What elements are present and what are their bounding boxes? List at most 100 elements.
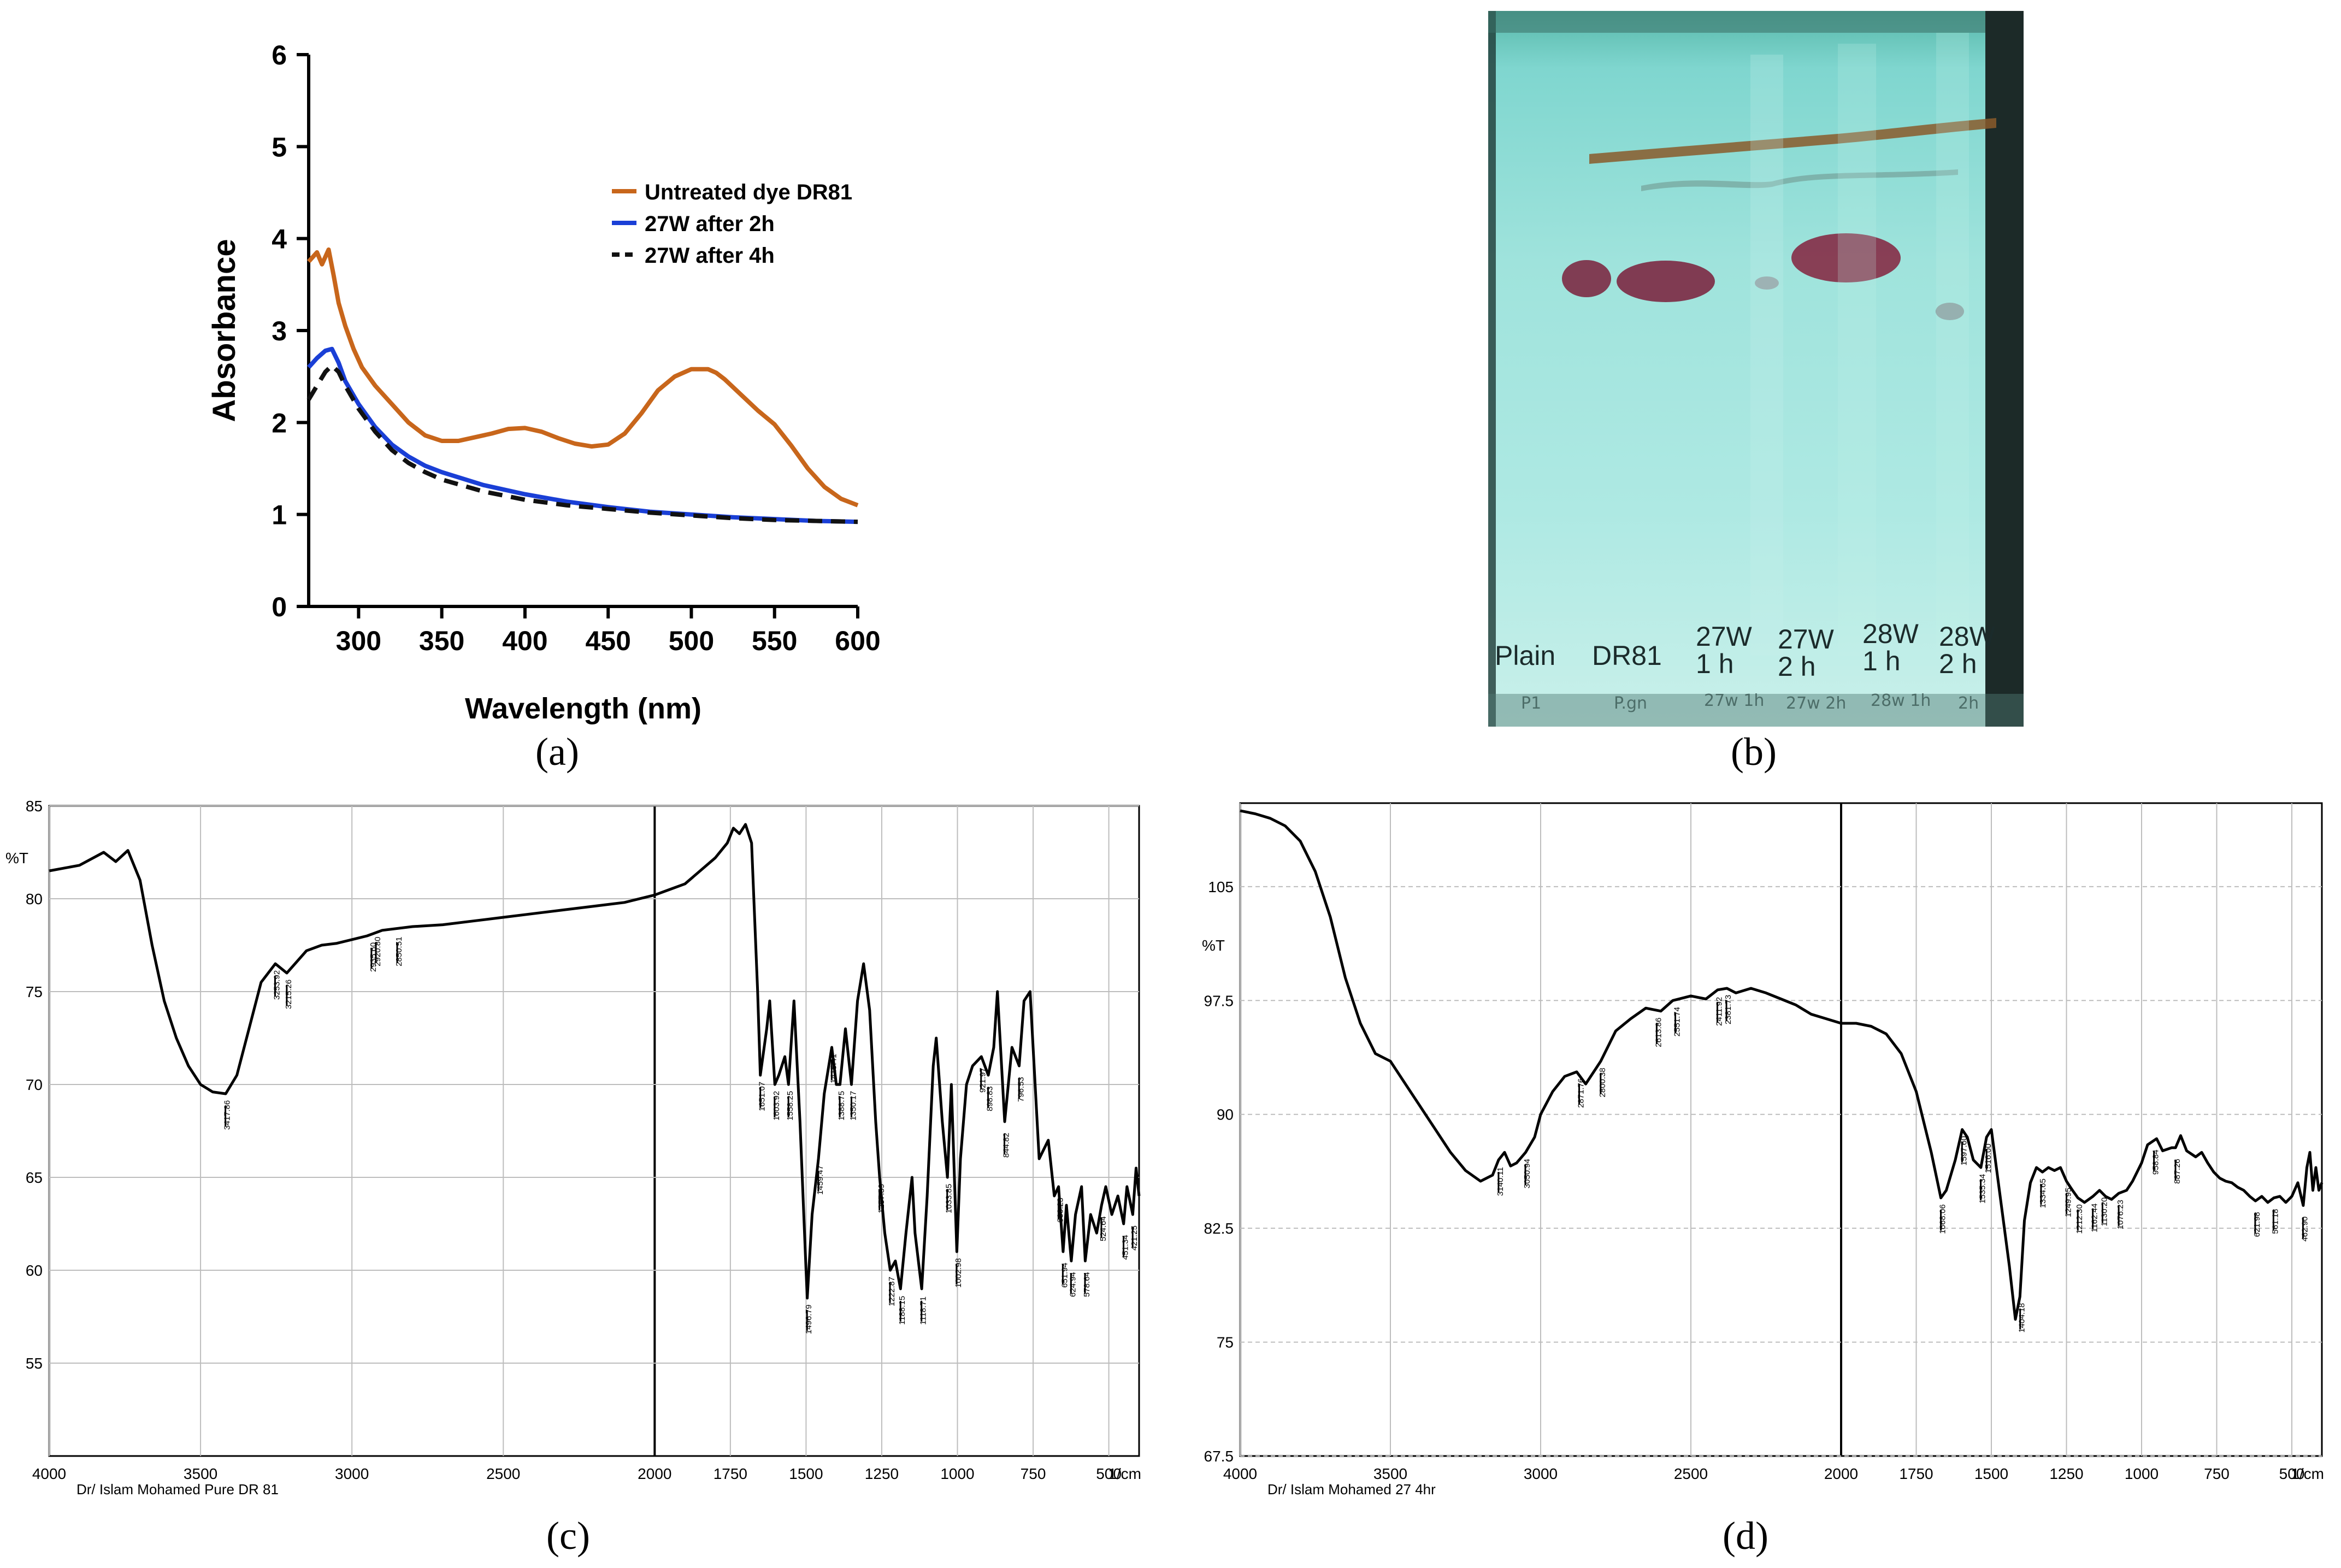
peak-label: 1603.92: [772, 1091, 781, 1121]
y-tick-label: 75: [26, 983, 43, 1000]
peak-label: 898.83: [986, 1086, 995, 1111]
uv-vis-chart: 0 1 2 3 4 5 6 300 350 400 450 500 550 600 Wavelength (…: [207, 40, 881, 725]
tlc-spot-plain: [1562, 260, 1611, 297]
panel-a: 0 1 2 3 4 5 6 300 350 400 450 500 550 600 Wavelength (…: [0, 0, 1170, 748]
x-tick-label: 1250: [865, 1465, 899, 1482]
peak-label: 2871.76: [1577, 1078, 1586, 1108]
y-axis-title: %T: [1202, 937, 1225, 954]
peak-label: 2551.74: [1673, 1007, 1682, 1036]
lane-label-27w-2h: 27W 2 h: [1778, 626, 1834, 680]
panel-d: 4000 3500 3000 2500 2000 1750 1500 1250 1000 750 5…: [1196, 787, 2341, 1513]
lane-label-28w-1h-time: 1 h: [1862, 646, 1901, 676]
caption-a: (a): [535, 730, 579, 774]
lane-label-27w-1h-time: 1 h: [1696, 649, 1734, 679]
tlc-secondary-band: [1641, 169, 1958, 191]
peak-label: 1516.00: [1984, 1143, 1993, 1173]
legend-label-1: 27W after 2h: [645, 212, 775, 236]
peak-label: 2411.92: [1714, 997, 1724, 1026]
peak-label: 844.82: [1001, 1133, 1011, 1158]
x-tick-label: 3000: [1524, 1465, 1558, 1482]
peak-label: 1558.25: [786, 1091, 795, 1121]
lane-label-28w-1h-name: 28W: [1862, 618, 1919, 649]
x-tick-label: 2000: [638, 1465, 671, 1482]
peak-label: 1459.47: [816, 1165, 825, 1195]
x-tick-label: 3500: [1373, 1465, 1407, 1482]
y-tick-label: 2: [272, 408, 287, 438]
x-tick-label: 500: [669, 626, 714, 656]
lane-label-plain: Plain: [1495, 640, 1556, 671]
plot-frame: [1239, 802, 2323, 1457]
y-tick-label: 60: [26, 1262, 43, 1279]
peak-label: 561.18: [2271, 1209, 2280, 1234]
y-tick-label: 5: [272, 132, 287, 162]
x-tick-label: 2500: [1674, 1465, 1708, 1482]
x-tick-label: 2000: [1824, 1465, 1858, 1482]
peak-label: 2613.86: [1654, 1017, 1663, 1047]
peak-label: 524.64: [1099, 1216, 1108, 1241]
x-axis-unit: 1/cm: [2291, 1465, 2324, 1482]
x-tick-label: 1000: [940, 1465, 974, 1482]
peak-label: 1076.23: [2116, 1200, 2125, 1229]
peak-label: 1212.30: [2075, 1204, 2084, 1234]
tlc-spot-dr81: [1617, 261, 1715, 302]
x-tick-label: 1250: [2049, 1465, 2083, 1482]
lane-label-27w-2h-name: 27W: [1778, 624, 1834, 655]
x-tick-label: 3000: [335, 1465, 369, 1482]
peak-label: 624.94: [1068, 1272, 1077, 1297]
x-tick-label: 450: [585, 626, 630, 656]
peak-label: 3417.86: [223, 1100, 232, 1130]
lane-label-27w-1h: 27W 1 h: [1696, 623, 1752, 677]
y-tick-label: 97.5: [1204, 992, 1234, 1009]
y-tick-label: 67.5: [1204, 1448, 1234, 1465]
peak-label: 621.98: [2252, 1212, 2262, 1237]
x-tick-label: 4000: [1223, 1465, 1257, 1482]
peak-label: 1334.65: [2038, 1178, 2048, 1208]
x-tick-label: 500: [1096, 1465, 1122, 1482]
handwriting-plain: P1: [1521, 694, 1542, 713]
y-tick-label: 0: [272, 592, 287, 622]
peak-label: 1388.75: [837, 1091, 846, 1121]
peak-label: 1535.34: [1978, 1174, 1988, 1204]
y-axis-title: %T: [5, 850, 28, 866]
peak-label: 1162.44: [2090, 1204, 2100, 1233]
legend-label-2: 27W after 4h: [645, 244, 775, 268]
x-tick-label: 300: [336, 626, 381, 656]
tlc-edge-bottom: [1488, 694, 2024, 727]
handwriting-27w-2h: 27w 2h: [1786, 694, 1847, 713]
caption-d: (d): [1723, 1514, 1768, 1558]
tlc-edge-left: [1488, 11, 1496, 727]
y-tick-label: 90: [1217, 1106, 1234, 1123]
ftir-chart-27-4hr: 4000 3500 3000 2500 2000 1750 1500 1250 1000 750 5…: [1202, 802, 2324, 1498]
peak-label: 1249.95: [2064, 1188, 2073, 1217]
peak-label: 1404.18: [2018, 1303, 2027, 1333]
footer-note: Dr/ Islam Mohamed Pure DR 81: [76, 1481, 279, 1498]
y-tick-label: 55: [26, 1355, 43, 1372]
peak-label: 1651.07: [758, 1082, 767, 1111]
peak-label: 3050.94: [1523, 1159, 1532, 1188]
peak-label: 1033.85: [945, 1184, 954, 1213]
x-tick-label: 750: [1021, 1465, 1046, 1482]
y-tick-label: 105: [1208, 879, 1234, 895]
x-tick-label: 2500: [486, 1465, 520, 1482]
handwriting-27w-1h: 27w 1h: [1704, 691, 1765, 710]
peak-label: 1350.17: [848, 1091, 858, 1121]
x-tick-label: 1750: [1899, 1465, 1933, 1482]
peak-label: 2800.38: [1598, 1068, 1607, 1097]
peak-label: 578.64: [1082, 1272, 1092, 1297]
tlc-spots: [1488, 11, 2024, 727]
y-tick-label: 4: [272, 224, 287, 255]
y-tick-label: 75: [1217, 1334, 1234, 1351]
lane-label-27w-1h-name: 27W: [1696, 621, 1752, 652]
x-tick-label: 500: [2279, 1465, 2305, 1482]
y-tick-label: 65: [26, 1169, 43, 1186]
tlc-spot-faint-28w: [1936, 303, 1964, 320]
tlc-spot-faint-27w: [1755, 276, 1779, 290]
peak-label: 1257.59: [877, 1184, 886, 1213]
y-tick-label: 1: [272, 500, 287, 530]
peak-label: 1188.15: [898, 1296, 907, 1325]
peak-label: 1496.79: [804, 1305, 813, 1334]
peak-label: 1597.60: [1959, 1136, 1968, 1165]
x-tick-label: 400: [502, 626, 547, 656]
peak-label: 421.25: [1130, 1225, 1139, 1251]
tlc-solvent-band: [1589, 118, 1996, 164]
